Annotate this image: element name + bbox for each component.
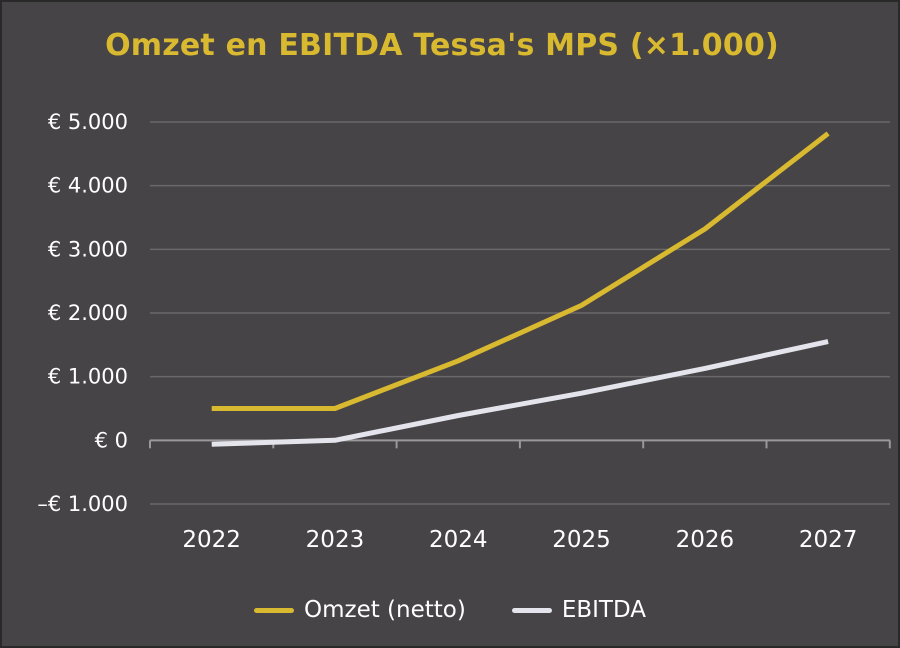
y-tick-label: –€ 1.000 — [37, 492, 128, 516]
legend-label-omzet: Omzet (netto) — [303, 597, 466, 623]
legend-item-ebitda[interactable]: EBITDA — [511, 597, 647, 623]
x-tick-label: 2026 — [676, 527, 735, 553]
series-line-omzet — [211, 131, 830, 411]
x-axis-ticks: 2022 2023 2024 2025 2026 2027 — [182, 527, 857, 553]
y-tick-label: € 0 — [95, 428, 128, 452]
legend-label-ebitda: EBITDA — [561, 597, 647, 623]
series-lines — [211, 131, 830, 447]
x-tick-label: 2022 — [182, 527, 241, 553]
x-tick-label: 2024 — [429, 527, 488, 553]
series-line-ebitda — [211, 339, 829, 447]
x-tick-label: 2027 — [799, 527, 858, 553]
legend-swatch-omzet — [253, 607, 294, 613]
y-tick-label: € 5.000 — [48, 110, 128, 134]
y-tick-label: € 2.000 — [48, 301, 128, 325]
legend-item-omzet[interactable]: Omzet (netto) — [253, 597, 466, 623]
y-tick-label: € 1.000 — [48, 365, 128, 389]
legend-swatch-ebitda — [511, 607, 552, 613]
y-tick-label: € 3.000 — [48, 237, 128, 261]
x-tick-label: 2023 — [306, 527, 365, 553]
x-tick-label: 2025 — [552, 527, 611, 553]
gridlines — [150, 121, 890, 505]
y-axis-ticks: € 5.000 € 4.000 € 3.000 € 2.000 € 1.000 € 0 –€… — [37, 110, 128, 516]
legend: Omzet (netto) EBITDA — [0, 597, 900, 623]
chart-title: Omzet en EBITDA Tessa's MPS (×1.000) — [105, 28, 779, 63]
y-tick-label: € 4.000 — [48, 174, 128, 198]
